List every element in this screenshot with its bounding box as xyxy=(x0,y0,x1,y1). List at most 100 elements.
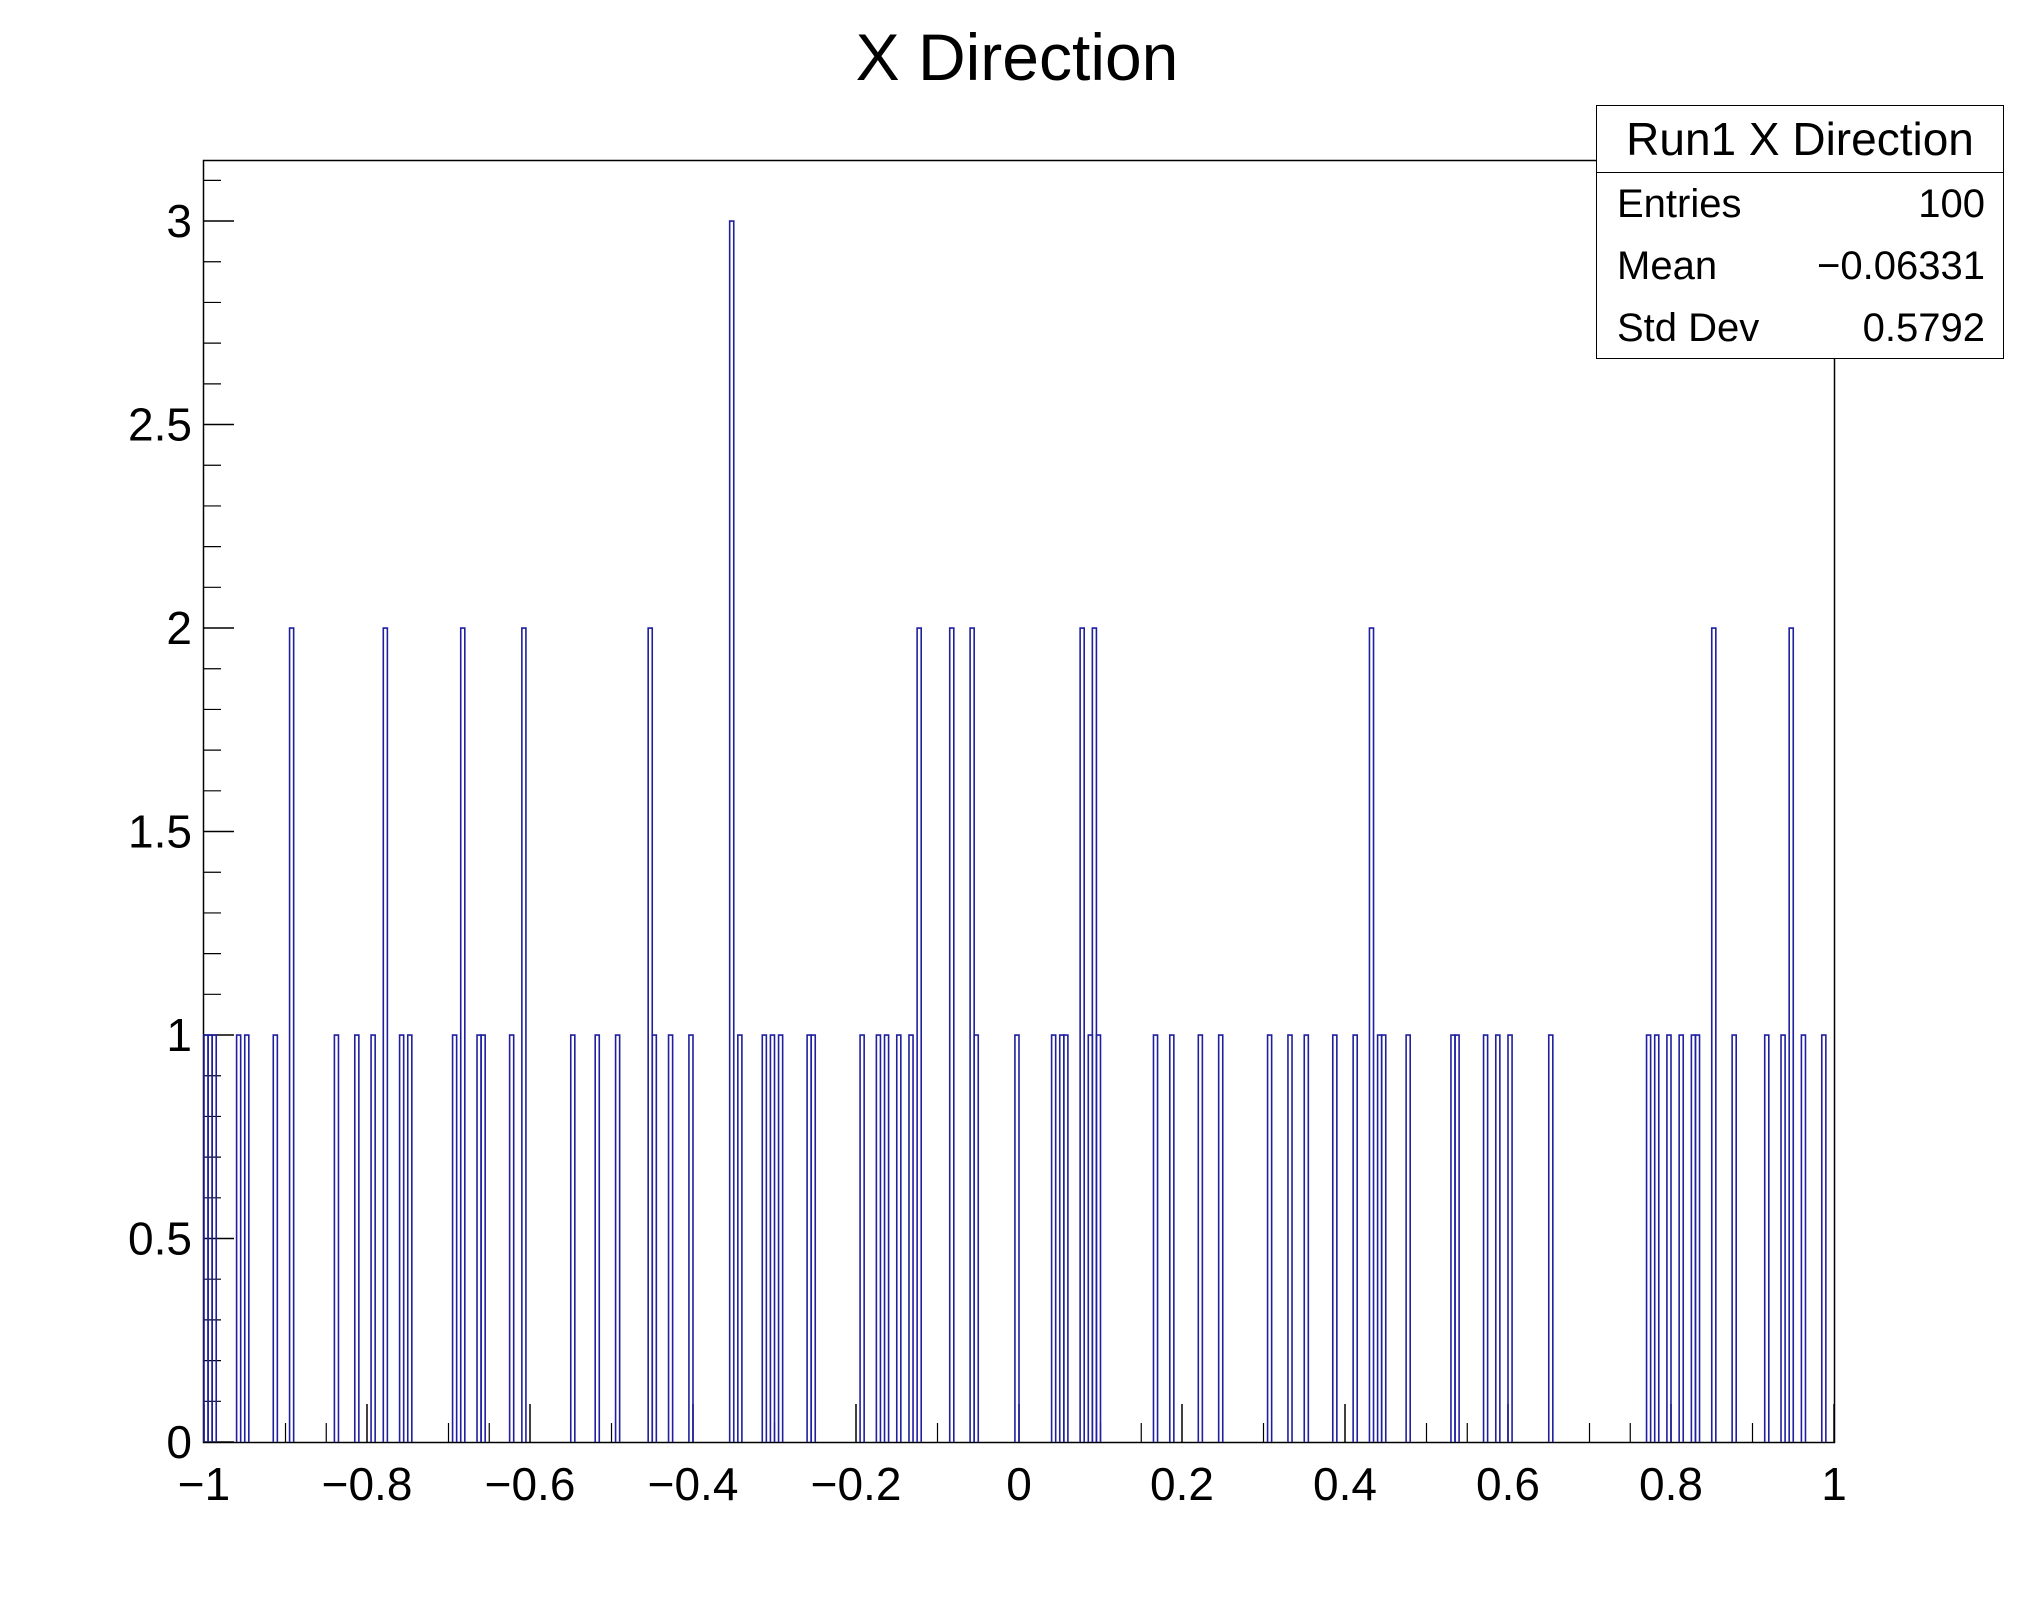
x-tick-label: 0.4 xyxy=(1313,1458,1377,1510)
stats-label: Entries xyxy=(1617,182,1742,226)
histogram-bin xyxy=(1645,1034,1652,1442)
histogram-bins xyxy=(203,220,1827,1442)
histogram-bin xyxy=(948,627,955,1442)
histogram-bin xyxy=(211,1034,218,1442)
stats-row-mean: Mean −0.06331 xyxy=(1597,235,2003,297)
histogram-bin xyxy=(288,627,295,1442)
histogram-bin xyxy=(406,1034,413,1442)
x-tick-label: 0 xyxy=(1006,1458,1032,1510)
stats-row-std-dev: Std Dev 0.5792 xyxy=(1597,297,2003,359)
histogram-bin xyxy=(1788,627,1795,1442)
y-tick-label: 3 xyxy=(166,195,192,247)
histogram-bin xyxy=(480,1034,486,1442)
histogram-bin xyxy=(651,1034,658,1442)
histogram-bin xyxy=(594,1034,601,1442)
stats-value: 0.5792 xyxy=(1862,306,1985,350)
histogram-bin xyxy=(398,1034,405,1442)
histogram-bin xyxy=(1547,1034,1554,1442)
histogram-bin xyxy=(1710,627,1717,1442)
histogram-bin xyxy=(1380,1034,1387,1442)
histogram-bin xyxy=(1152,1034,1159,1442)
stats-value: 100 xyxy=(1918,182,1985,226)
y-tick-label: 2.5 xyxy=(128,399,192,451)
histogram-bin xyxy=(614,1034,621,1442)
histogram-bin xyxy=(1050,1034,1057,1442)
x-tick-label: −0.8 xyxy=(322,1458,413,1510)
stats-label: Mean xyxy=(1617,244,1718,288)
histogram-bin xyxy=(1507,1034,1513,1442)
histogram-bin xyxy=(895,1034,902,1442)
histogram-bin xyxy=(667,1034,674,1442)
histogram-bin xyxy=(521,627,527,1442)
histogram-bin xyxy=(1168,1034,1175,1442)
stats-label: Std Dev xyxy=(1617,306,1760,350)
histogram-bin xyxy=(243,1034,250,1442)
y-tick-label: 0.5 xyxy=(128,1213,192,1265)
y-tick-label: 1.5 xyxy=(128,806,192,858)
stats-value: −0.06331 xyxy=(1817,244,1985,288)
histogram-bin xyxy=(1800,1034,1807,1442)
histogram-bin xyxy=(1095,1034,1102,1442)
histogram-bin xyxy=(235,1034,242,1442)
y-tick-label: 0 xyxy=(166,1416,192,1468)
histogram-bin xyxy=(451,1034,458,1442)
histogram-bin xyxy=(1494,1034,1501,1442)
histogram-bin xyxy=(1405,1034,1411,1442)
x-tick-label: −1 xyxy=(178,1458,230,1510)
histogram-bin xyxy=(272,1034,279,1442)
histogram-bin xyxy=(883,1034,890,1442)
histogram-bin xyxy=(353,1034,360,1442)
histogram-bin xyxy=(1678,1034,1685,1442)
histogram-bin xyxy=(1820,1034,1827,1442)
histogram-bin xyxy=(810,1034,817,1442)
x-tick-label: 1 xyxy=(1821,1458,1847,1510)
histogram-bin xyxy=(1217,1034,1224,1442)
histogram-bin xyxy=(1079,627,1085,1442)
histogram-bin xyxy=(1303,1034,1310,1442)
histogram-bin xyxy=(1287,1034,1293,1442)
histogram-bin xyxy=(737,1034,743,1442)
stats-row-entries: Entries 100 xyxy=(1597,173,2003,235)
histogram-bin xyxy=(459,627,466,1442)
histogram-bin xyxy=(916,627,922,1442)
histogram-bin xyxy=(1653,1034,1660,1442)
histogram-bin xyxy=(761,1034,768,1442)
y-tick-label: 2 xyxy=(166,602,192,654)
x-tick-label: −0.4 xyxy=(648,1458,739,1510)
histogram-bin xyxy=(1352,1034,1359,1442)
tick-labels: 0 0.5 1 1.5 2 2.5 3 −1 −0.8 −0.6 −0.4 −0.2 0 0.2 0.4 0.… xyxy=(128,195,1847,1510)
histogram-bin xyxy=(1482,1034,1489,1442)
histogram-bin xyxy=(1666,1034,1672,1442)
histogram-bin xyxy=(875,1034,882,1442)
histogram-bin xyxy=(1694,1034,1701,1442)
x-tick-label: −0.2 xyxy=(811,1458,902,1510)
histogram-bin xyxy=(1014,1034,1020,1442)
histogram-bin xyxy=(1454,1034,1460,1442)
x-tick-label: 0.2 xyxy=(1150,1458,1214,1510)
histogram-bin xyxy=(382,627,389,1442)
histogram-bin xyxy=(908,1034,914,1442)
x-tick-label: −0.6 xyxy=(485,1458,576,1510)
plot-frame xyxy=(202,159,1836,1444)
histogram-bin xyxy=(1197,1034,1204,1442)
histogram-bin xyxy=(508,1034,515,1442)
histogram-bin xyxy=(688,1034,694,1442)
y-tick-label: 1 xyxy=(166,1009,192,1061)
histogram-bin xyxy=(859,1034,865,1442)
histogram-bin xyxy=(569,1034,576,1442)
histogram-bin xyxy=(370,1034,376,1442)
histogram-bin xyxy=(769,1034,776,1442)
chart-title: X Direction xyxy=(855,20,1179,94)
histogram-bin xyxy=(973,1034,980,1442)
histogram-bin xyxy=(1763,1034,1770,1442)
histogram-bin xyxy=(1368,627,1375,1442)
stats-box: Run1 X Direction Entries 100 Mean −0.063… xyxy=(1596,105,2004,359)
x-tick-label: 0.6 xyxy=(1476,1458,1540,1510)
x-tick-label: 0.8 xyxy=(1639,1458,1703,1510)
histogram-bin xyxy=(333,1034,340,1442)
stats-title: Run1 X Direction xyxy=(1597,106,2003,173)
histogram-bin xyxy=(1063,1034,1069,1442)
histogram-bin xyxy=(1780,1034,1786,1442)
histogram-bin xyxy=(1331,1034,1338,1442)
